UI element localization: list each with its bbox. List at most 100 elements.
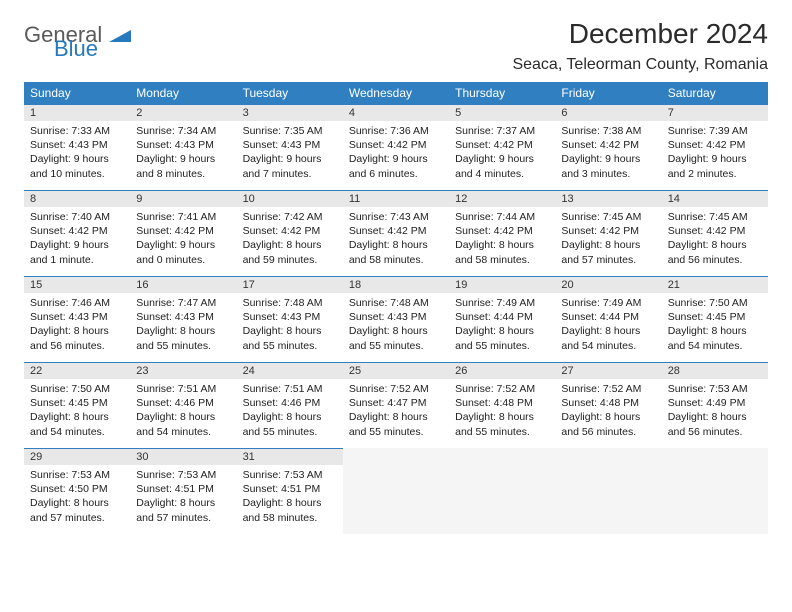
day-content: Sunrise: 7:53 AMSunset: 4:51 PMDaylight:… <box>130 465 236 531</box>
daylight-text: Daylight: 8 hours and 54 minutes. <box>561 324 655 352</box>
calendar-week-row: 8Sunrise: 7:40 AMSunset: 4:42 PMDaylight… <box>24 190 768 276</box>
sunrise-text: Sunrise: 7:39 AM <box>668 124 762 138</box>
calendar-day-cell: 28Sunrise: 7:53 AMSunset: 4:49 PMDayligh… <box>662 362 768 448</box>
calendar-day-cell: 29Sunrise: 7:53 AMSunset: 4:50 PMDayligh… <box>24 448 130 534</box>
weekday-header: Saturday <box>662 82 768 104</box>
sunrise-text: Sunrise: 7:50 AM <box>30 382 124 396</box>
day-content: Sunrise: 7:48 AMSunset: 4:43 PMDaylight:… <box>343 293 449 359</box>
day-content: Sunrise: 7:40 AMSunset: 4:42 PMDaylight:… <box>24 207 130 273</box>
day-number: 18 <box>343 276 449 293</box>
sunrise-text: Sunrise: 7:37 AM <box>455 124 549 138</box>
calendar-day-cell: 4Sunrise: 7:36 AMSunset: 4:42 PMDaylight… <box>343 104 449 190</box>
calendar-day-cell: 1Sunrise: 7:33 AMSunset: 4:43 PMDaylight… <box>24 104 130 190</box>
calendar-day-cell: 17Sunrise: 7:48 AMSunset: 4:43 PMDayligh… <box>237 276 343 362</box>
daylight-text: Daylight: 8 hours and 55 minutes. <box>455 324 549 352</box>
calendar-day-cell: 12Sunrise: 7:44 AMSunset: 4:42 PMDayligh… <box>449 190 555 276</box>
calendar-day-cell: 16Sunrise: 7:47 AMSunset: 4:43 PMDayligh… <box>130 276 236 362</box>
sunrise-text: Sunrise: 7:44 AM <box>455 210 549 224</box>
daylight-text: Daylight: 9 hours and 1 minute. <box>30 238 124 266</box>
day-number: 17 <box>237 276 343 293</box>
day-content: Sunrise: 7:49 AMSunset: 4:44 PMDaylight:… <box>555 293 661 359</box>
calendar-week-row: 22Sunrise: 7:50 AMSunset: 4:45 PMDayligh… <box>24 362 768 448</box>
calendar-day-cell <box>449 448 555 534</box>
calendar-day-cell: 27Sunrise: 7:52 AMSunset: 4:48 PMDayligh… <box>555 362 661 448</box>
daylight-text: Daylight: 8 hours and 56 minutes. <box>668 238 762 266</box>
calendar-day-cell: 11Sunrise: 7:43 AMSunset: 4:42 PMDayligh… <box>343 190 449 276</box>
calendar-day-cell: 7Sunrise: 7:39 AMSunset: 4:42 PMDaylight… <box>662 104 768 190</box>
sunset-text: Sunset: 4:42 PM <box>668 224 762 238</box>
sunrise-text: Sunrise: 7:48 AM <box>349 296 443 310</box>
calendar-day-cell: 13Sunrise: 7:45 AMSunset: 4:42 PMDayligh… <box>555 190 661 276</box>
daylight-text: Daylight: 8 hours and 55 minutes. <box>349 324 443 352</box>
day-content: Sunrise: 7:46 AMSunset: 4:43 PMDaylight:… <box>24 293 130 359</box>
sunset-text: Sunset: 4:42 PM <box>243 224 337 238</box>
daylight-text: Daylight: 8 hours and 55 minutes. <box>455 410 549 438</box>
calendar-day-cell: 3Sunrise: 7:35 AMSunset: 4:43 PMDaylight… <box>237 104 343 190</box>
day-content: Sunrise: 7:48 AMSunset: 4:43 PMDaylight:… <box>237 293 343 359</box>
sunset-text: Sunset: 4:46 PM <box>243 396 337 410</box>
calendar-day-cell: 5Sunrise: 7:37 AMSunset: 4:42 PMDaylight… <box>449 104 555 190</box>
weekday-header: Thursday <box>449 82 555 104</box>
day-number: 11 <box>343 190 449 207</box>
day-number: 12 <box>449 190 555 207</box>
day-number: 27 <box>555 362 661 379</box>
sunset-text: Sunset: 4:48 PM <box>455 396 549 410</box>
sunrise-text: Sunrise: 7:51 AM <box>243 382 337 396</box>
daylight-text: Daylight: 9 hours and 4 minutes. <box>455 152 549 180</box>
calendar-day-cell: 21Sunrise: 7:50 AMSunset: 4:45 PMDayligh… <box>662 276 768 362</box>
day-number: 31 <box>237 448 343 465</box>
sunset-text: Sunset: 4:44 PM <box>561 310 655 324</box>
calendar-day-cell: 26Sunrise: 7:52 AMSunset: 4:48 PMDayligh… <box>449 362 555 448</box>
day-content: Sunrise: 7:53 AMSunset: 4:49 PMDaylight:… <box>662 379 768 445</box>
sunrise-text: Sunrise: 7:42 AM <box>243 210 337 224</box>
daylight-text: Daylight: 8 hours and 54 minutes. <box>136 410 230 438</box>
sunset-text: Sunset: 4:50 PM <box>30 482 124 496</box>
day-number: 24 <box>237 362 343 379</box>
day-number: 21 <box>662 276 768 293</box>
weekday-header: Tuesday <box>237 82 343 104</box>
calendar-week-row: 1Sunrise: 7:33 AMSunset: 4:43 PMDaylight… <box>24 104 768 190</box>
calendar-day-cell: 31Sunrise: 7:53 AMSunset: 4:51 PMDayligh… <box>237 448 343 534</box>
sunrise-text: Sunrise: 7:49 AM <box>455 296 549 310</box>
daylight-text: Daylight: 8 hours and 55 minutes. <box>243 410 337 438</box>
day-number: 29 <box>24 448 130 465</box>
day-content: Sunrise: 7:44 AMSunset: 4:42 PMDaylight:… <box>449 207 555 273</box>
daylight-text: Daylight: 9 hours and 3 minutes. <box>561 152 655 180</box>
sunset-text: Sunset: 4:43 PM <box>30 138 124 152</box>
day-number: 30 <box>130 448 236 465</box>
weekday-header-row: Sunday Monday Tuesday Wednesday Thursday… <box>24 82 768 104</box>
daylight-text: Daylight: 8 hours and 56 minutes. <box>30 324 124 352</box>
day-number: 28 <box>662 362 768 379</box>
weekday-header: Wednesday <box>343 82 449 104</box>
sunrise-text: Sunrise: 7:53 AM <box>668 382 762 396</box>
calendar-day-cell <box>343 448 449 534</box>
daylight-text: Daylight: 8 hours and 59 minutes. <box>243 238 337 266</box>
sunset-text: Sunset: 4:43 PM <box>243 138 337 152</box>
day-content: Sunrise: 7:53 AMSunset: 4:51 PMDaylight:… <box>237 465 343 531</box>
day-content: Sunrise: 7:36 AMSunset: 4:42 PMDaylight:… <box>343 121 449 187</box>
day-content: Sunrise: 7:39 AMSunset: 4:42 PMDaylight:… <box>662 121 768 187</box>
sunrise-text: Sunrise: 7:33 AM <box>30 124 124 138</box>
sunrise-text: Sunrise: 7:36 AM <box>349 124 443 138</box>
calendar-table: Sunday Monday Tuesday Wednesday Thursday… <box>24 82 768 534</box>
calendar-week-row: 29Sunrise: 7:53 AMSunset: 4:50 PMDayligh… <box>24 448 768 534</box>
sunrise-text: Sunrise: 7:45 AM <box>561 210 655 224</box>
calendar-day-cell <box>662 448 768 534</box>
day-content: Sunrise: 7:41 AMSunset: 4:42 PMDaylight:… <box>130 207 236 273</box>
sunset-text: Sunset: 4:47 PM <box>349 396 443 410</box>
sunrise-text: Sunrise: 7:41 AM <box>136 210 230 224</box>
sunset-text: Sunset: 4:45 PM <box>30 396 124 410</box>
calendar-day-cell: 30Sunrise: 7:53 AMSunset: 4:51 PMDayligh… <box>130 448 236 534</box>
daylight-text: Daylight: 8 hours and 54 minutes. <box>668 324 762 352</box>
day-content: Sunrise: 7:38 AMSunset: 4:42 PMDaylight:… <box>555 121 661 187</box>
daylight-text: Daylight: 8 hours and 56 minutes. <box>561 410 655 438</box>
weekday-header: Sunday <box>24 82 130 104</box>
day-number: 5 <box>449 104 555 121</box>
daylight-text: Daylight: 9 hours and 10 minutes. <box>30 152 124 180</box>
day-number: 6 <box>555 104 661 121</box>
sunrise-text: Sunrise: 7:47 AM <box>136 296 230 310</box>
title-block: December 2024 Seaca, Teleorman County, R… <box>512 18 768 74</box>
day-content: Sunrise: 7:50 AMSunset: 4:45 PMDaylight:… <box>24 379 130 445</box>
sunrise-text: Sunrise: 7:52 AM <box>455 382 549 396</box>
sunset-text: Sunset: 4:42 PM <box>561 138 655 152</box>
